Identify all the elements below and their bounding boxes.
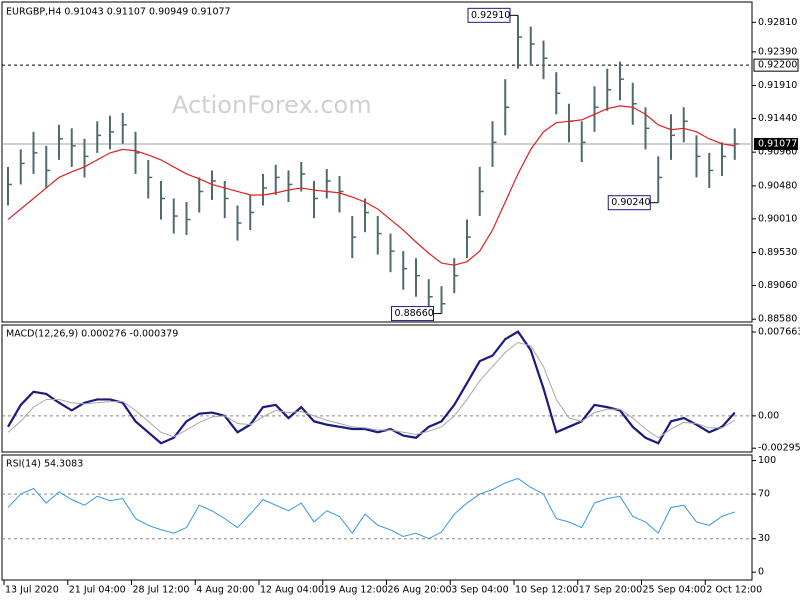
x-tick-label: 21 Jul 04:00 bbox=[69, 585, 126, 596]
y-tick-label: 30 bbox=[758, 533, 770, 544]
y-tick-label: 0.91440 bbox=[758, 113, 797, 124]
price-title: EURGBP,H4 0.91043 0.91107 0.90949 0.9107… bbox=[6, 7, 231, 18]
y-tick-label: 100 bbox=[758, 455, 776, 466]
y-tick-label: 0.00 bbox=[758, 410, 779, 421]
last-price-label: 0.91077 bbox=[758, 138, 797, 149]
x-tick-label: 13 Jul 2020 bbox=[5, 585, 59, 596]
x-tick-label: 2 Oct 12:00 bbox=[706, 585, 762, 596]
x-tick-label: 26 Aug 20:00 bbox=[388, 585, 452, 596]
annotation-label: 0.88660 bbox=[395, 308, 434, 319]
macd-pane bbox=[1, 324, 753, 453]
signal-line bbox=[7, 341, 736, 439]
macd-title: MACD(12,26,9) 0.000276 -0.000379 bbox=[6, 329, 178, 340]
annotation-label: 0.90240 bbox=[611, 197, 650, 208]
y-tick-label: 0.007663 bbox=[758, 326, 800, 337]
macd-line bbox=[7, 330, 736, 445]
x-tick-label: 10 Sep 12:00 bbox=[515, 585, 578, 596]
last-price-box bbox=[754, 137, 798, 150]
price-pane bbox=[1, 1, 753, 323]
rsi-title: RSI(14) 54.3083 bbox=[6, 459, 83, 470]
y-tick-label: 0.92810 bbox=[758, 17, 797, 28]
x-tick-label: 3 Sep 04:00 bbox=[451, 585, 508, 596]
y-tick-label: 0.89060 bbox=[758, 280, 797, 291]
y-tick-label: 0.89530 bbox=[758, 247, 797, 258]
x-tick-label: 28 Jul 12:00 bbox=[133, 585, 190, 596]
y-tick-label: 0.91910 bbox=[758, 80, 797, 91]
watermark: ActionForex.com bbox=[172, 91, 372, 119]
annotation-label: 0.92910 bbox=[471, 10, 510, 21]
y-tick-label: -0.002952 bbox=[758, 443, 800, 454]
annotation-box bbox=[391, 306, 434, 322]
y-tick-label: 0.90960 bbox=[758, 147, 797, 158]
y-tick-label: 0 bbox=[758, 567, 764, 578]
rsi-line bbox=[7, 477, 735, 540]
y-tick-label: 0.92390 bbox=[758, 46, 797, 57]
annotation-box bbox=[607, 195, 651, 211]
y-tick-label: 0.88580 bbox=[758, 314, 797, 325]
moving-average bbox=[7, 105, 735, 266]
y-tick-label: 70 bbox=[758, 489, 770, 500]
x-tick-label: 19 Aug 12:00 bbox=[324, 585, 388, 596]
y-tick-label: 0.90010 bbox=[758, 213, 797, 224]
annotation-box bbox=[467, 7, 511, 23]
x-tick-label: 17 Sep 20:00 bbox=[579, 585, 642, 596]
level-label-box bbox=[753, 58, 799, 72]
x-tick-label: 12 Aug 04:00 bbox=[260, 585, 324, 596]
x-tick-label: 25 Sep 04:00 bbox=[643, 585, 706, 596]
y-tick-label: 0.90480 bbox=[758, 180, 797, 191]
rsi-pane bbox=[1, 454, 753, 581]
level-label: 0.92200 bbox=[758, 60, 797, 71]
x-tick-label: 4 Aug 20:00 bbox=[196, 585, 254, 596]
